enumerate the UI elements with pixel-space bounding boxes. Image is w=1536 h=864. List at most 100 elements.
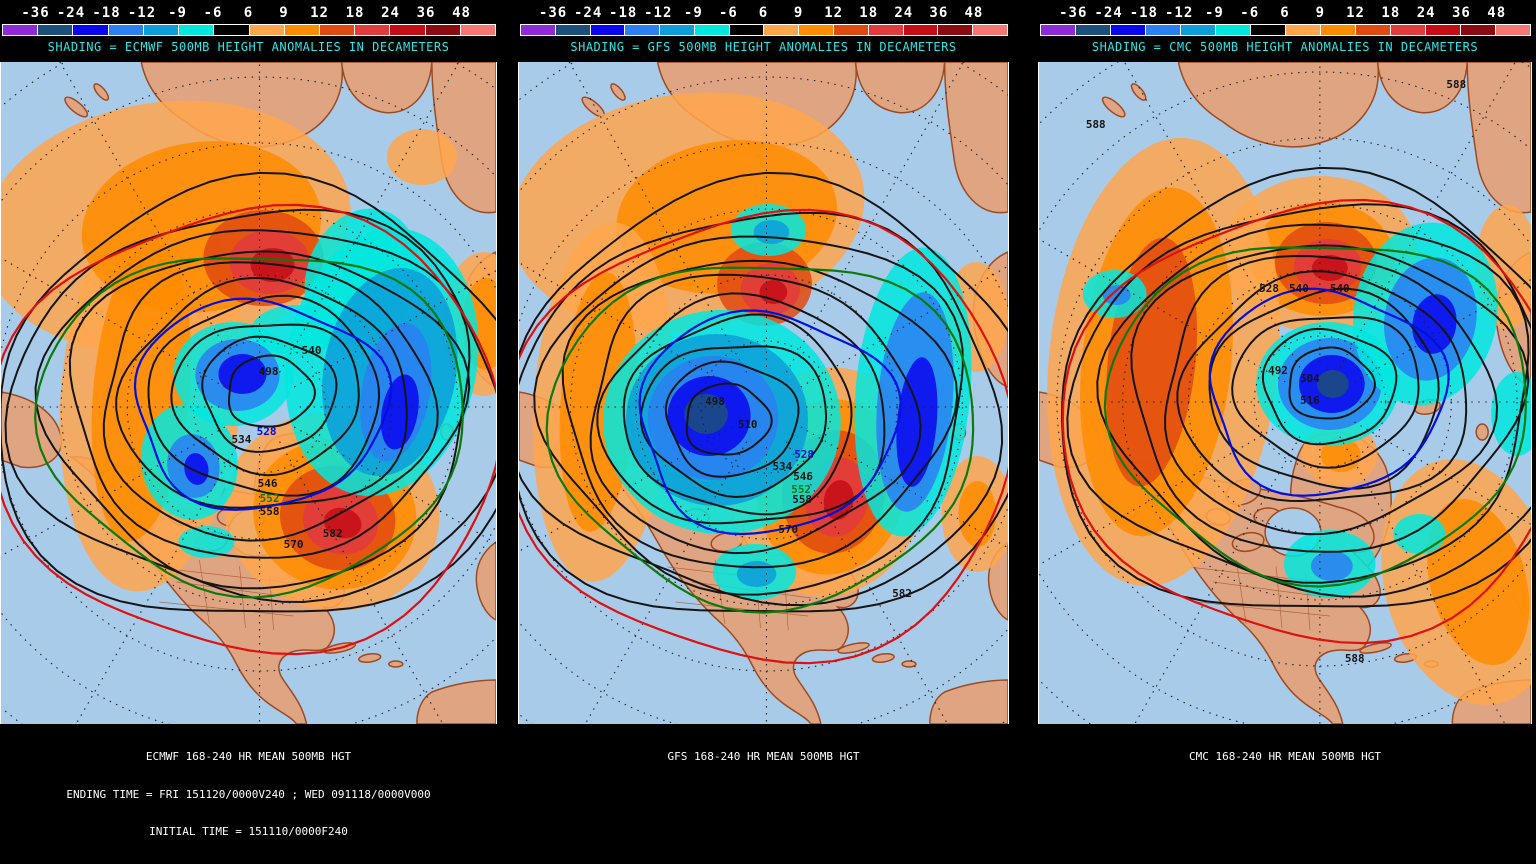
colorbar-tick: -18 (1129, 5, 1158, 21)
landmass (1376, 62, 1469, 114)
anomaly-blob (386, 129, 457, 185)
height-contours (519, 171, 1008, 613)
caption-ecmwf: ECMWF 168-240 HR MEAN 500MB HGT ENDING T… (0, 726, 497, 864)
colorbar-segment (249, 25, 285, 35)
anomaly-blob (1412, 294, 1457, 354)
landmass (929, 679, 1008, 724)
contour-label: 528 (794, 448, 814, 461)
landmass (854, 62, 946, 114)
colorbar-segment (1286, 25, 1321, 35)
anomaly-blob (1310, 551, 1353, 581)
colorbar-tick: 48 (964, 5, 984, 21)
colorbar-tick: 18 (345, 5, 365, 21)
colorbar-segment (938, 25, 974, 35)
contour-582-red (519, 208, 1008, 665)
contour-label: 582 (892, 587, 912, 600)
contour-line (622, 313, 853, 516)
contour-line (519, 211, 1004, 607)
colorbar-segment (425, 25, 461, 35)
landmass (416, 679, 496, 724)
contour-label: 570 (778, 523, 798, 536)
colorbar-tick: -12 (127, 5, 157, 21)
contour-582-red (1, 203, 496, 656)
colorbar-segment (355, 25, 391, 35)
colorbar-tick: -9 (1204, 5, 1224, 21)
map-cmc: 588 588 528 540 540 492 504 516 588 (1038, 62, 1532, 724)
colorbar-tick: -36 (1059, 5, 1088, 21)
colorbar-segment (1251, 25, 1286, 35)
contour-line (1130, 244, 1530, 553)
colorbar-tick: 48 (452, 5, 471, 21)
colorbar-segment (1181, 25, 1216, 35)
colorbar-tick: 36 (929, 5, 949, 21)
contour-528-blue (133, 297, 393, 511)
contour-label: 546 (258, 477, 278, 490)
contour-label: 498 (259, 365, 279, 378)
colorbar-segment (799, 25, 835, 35)
colorbar-segment (590, 25, 626, 35)
colorbar-segment (1216, 25, 1251, 35)
island (610, 83, 626, 101)
colorbar-segment (214, 25, 250, 35)
colorbar-segment (108, 25, 144, 35)
contour-line (1066, 203, 1531, 598)
colorbar-segment (1426, 25, 1461, 35)
colorbar-segment (1321, 25, 1356, 35)
contour-line (1261, 327, 1398, 446)
colorbar-tick: -18 (609, 5, 638, 21)
colorbar-tick: 24 (381, 5, 400, 21)
colorbar-segment (1391, 25, 1426, 35)
map-ecmwf: 540 498 528 534 546 552 558 582 570 (0, 62, 497, 724)
island (1101, 96, 1126, 118)
colorbar-tick: 9 (1315, 5, 1325, 21)
contour-line (1096, 223, 1530, 584)
caption-line: GFS 168-240 HR MEAN 500MB HGT (667, 750, 860, 763)
island (1130, 83, 1147, 101)
colorbar-segment (143, 25, 180, 35)
contour-label: 510 (738, 418, 758, 431)
colorbar-tick: 12 (824, 5, 844, 21)
graticule (519, 62, 1008, 724)
colorbar (1040, 24, 1531, 36)
colorbar-tick: 6 (758, 5, 769, 21)
landmass (340, 62, 433, 114)
contour-label: 504 (1300, 372, 1320, 385)
anomaly-blob (184, 453, 209, 485)
island (1359, 642, 1392, 654)
colorbar-segment (1356, 25, 1391, 35)
contour-label: 558 (260, 505, 280, 518)
contour-line (4, 208, 496, 604)
contour-line (201, 335, 338, 453)
colorbar-tick: 6 (1280, 5, 1290, 21)
contour-label: 492 (1268, 364, 1288, 377)
colorbar-tick: -24 (56, 5, 86, 21)
contour-label: 588 (1446, 78, 1466, 91)
contour-label: 534 (772, 460, 792, 473)
colorbar-segment (1041, 25, 1076, 35)
shading-title: SHADING = GFS 500MB HEIGHT ANOMALIES IN … (570, 40, 957, 54)
colorbar-tick: 36 (416, 5, 436, 21)
contour-label: 534 (232, 433, 252, 446)
contour-label: 588 (1345, 652, 1365, 665)
colorbar-segment (729, 25, 765, 35)
colorbar-segment (390, 25, 426, 35)
island (901, 660, 917, 668)
contour-528-blue (1208, 287, 1450, 497)
colorbar-tick: 6 (243, 5, 254, 21)
anomaly-blob (896, 357, 938, 487)
caption-gfs: GFS 168-240 HR MEAN 500MB HGT (518, 726, 1009, 789)
contour-552-green (34, 257, 464, 599)
contour-line (664, 360, 800, 478)
colorbar-segment (38, 25, 74, 35)
map-gfs: 498 510 528 534 546 552 558 570 582 (518, 62, 1009, 724)
contour-label: 552 (791, 483, 811, 496)
contour-label: 528 (1259, 282, 1279, 295)
caption-cmc: CMC 168-240 HR MEAN 500MB HGT (1038, 726, 1532, 789)
colorbar-tick: 12 (1346, 5, 1365, 21)
panel-ecmwf: -36 -24 -18 -12 -9 -6 6 9 12 18 24 36 48 SHADING = E… (0, 0, 512, 838)
colorbar-tick: 24 (894, 5, 914, 21)
colorbar-tick: -9 (683, 5, 703, 21)
